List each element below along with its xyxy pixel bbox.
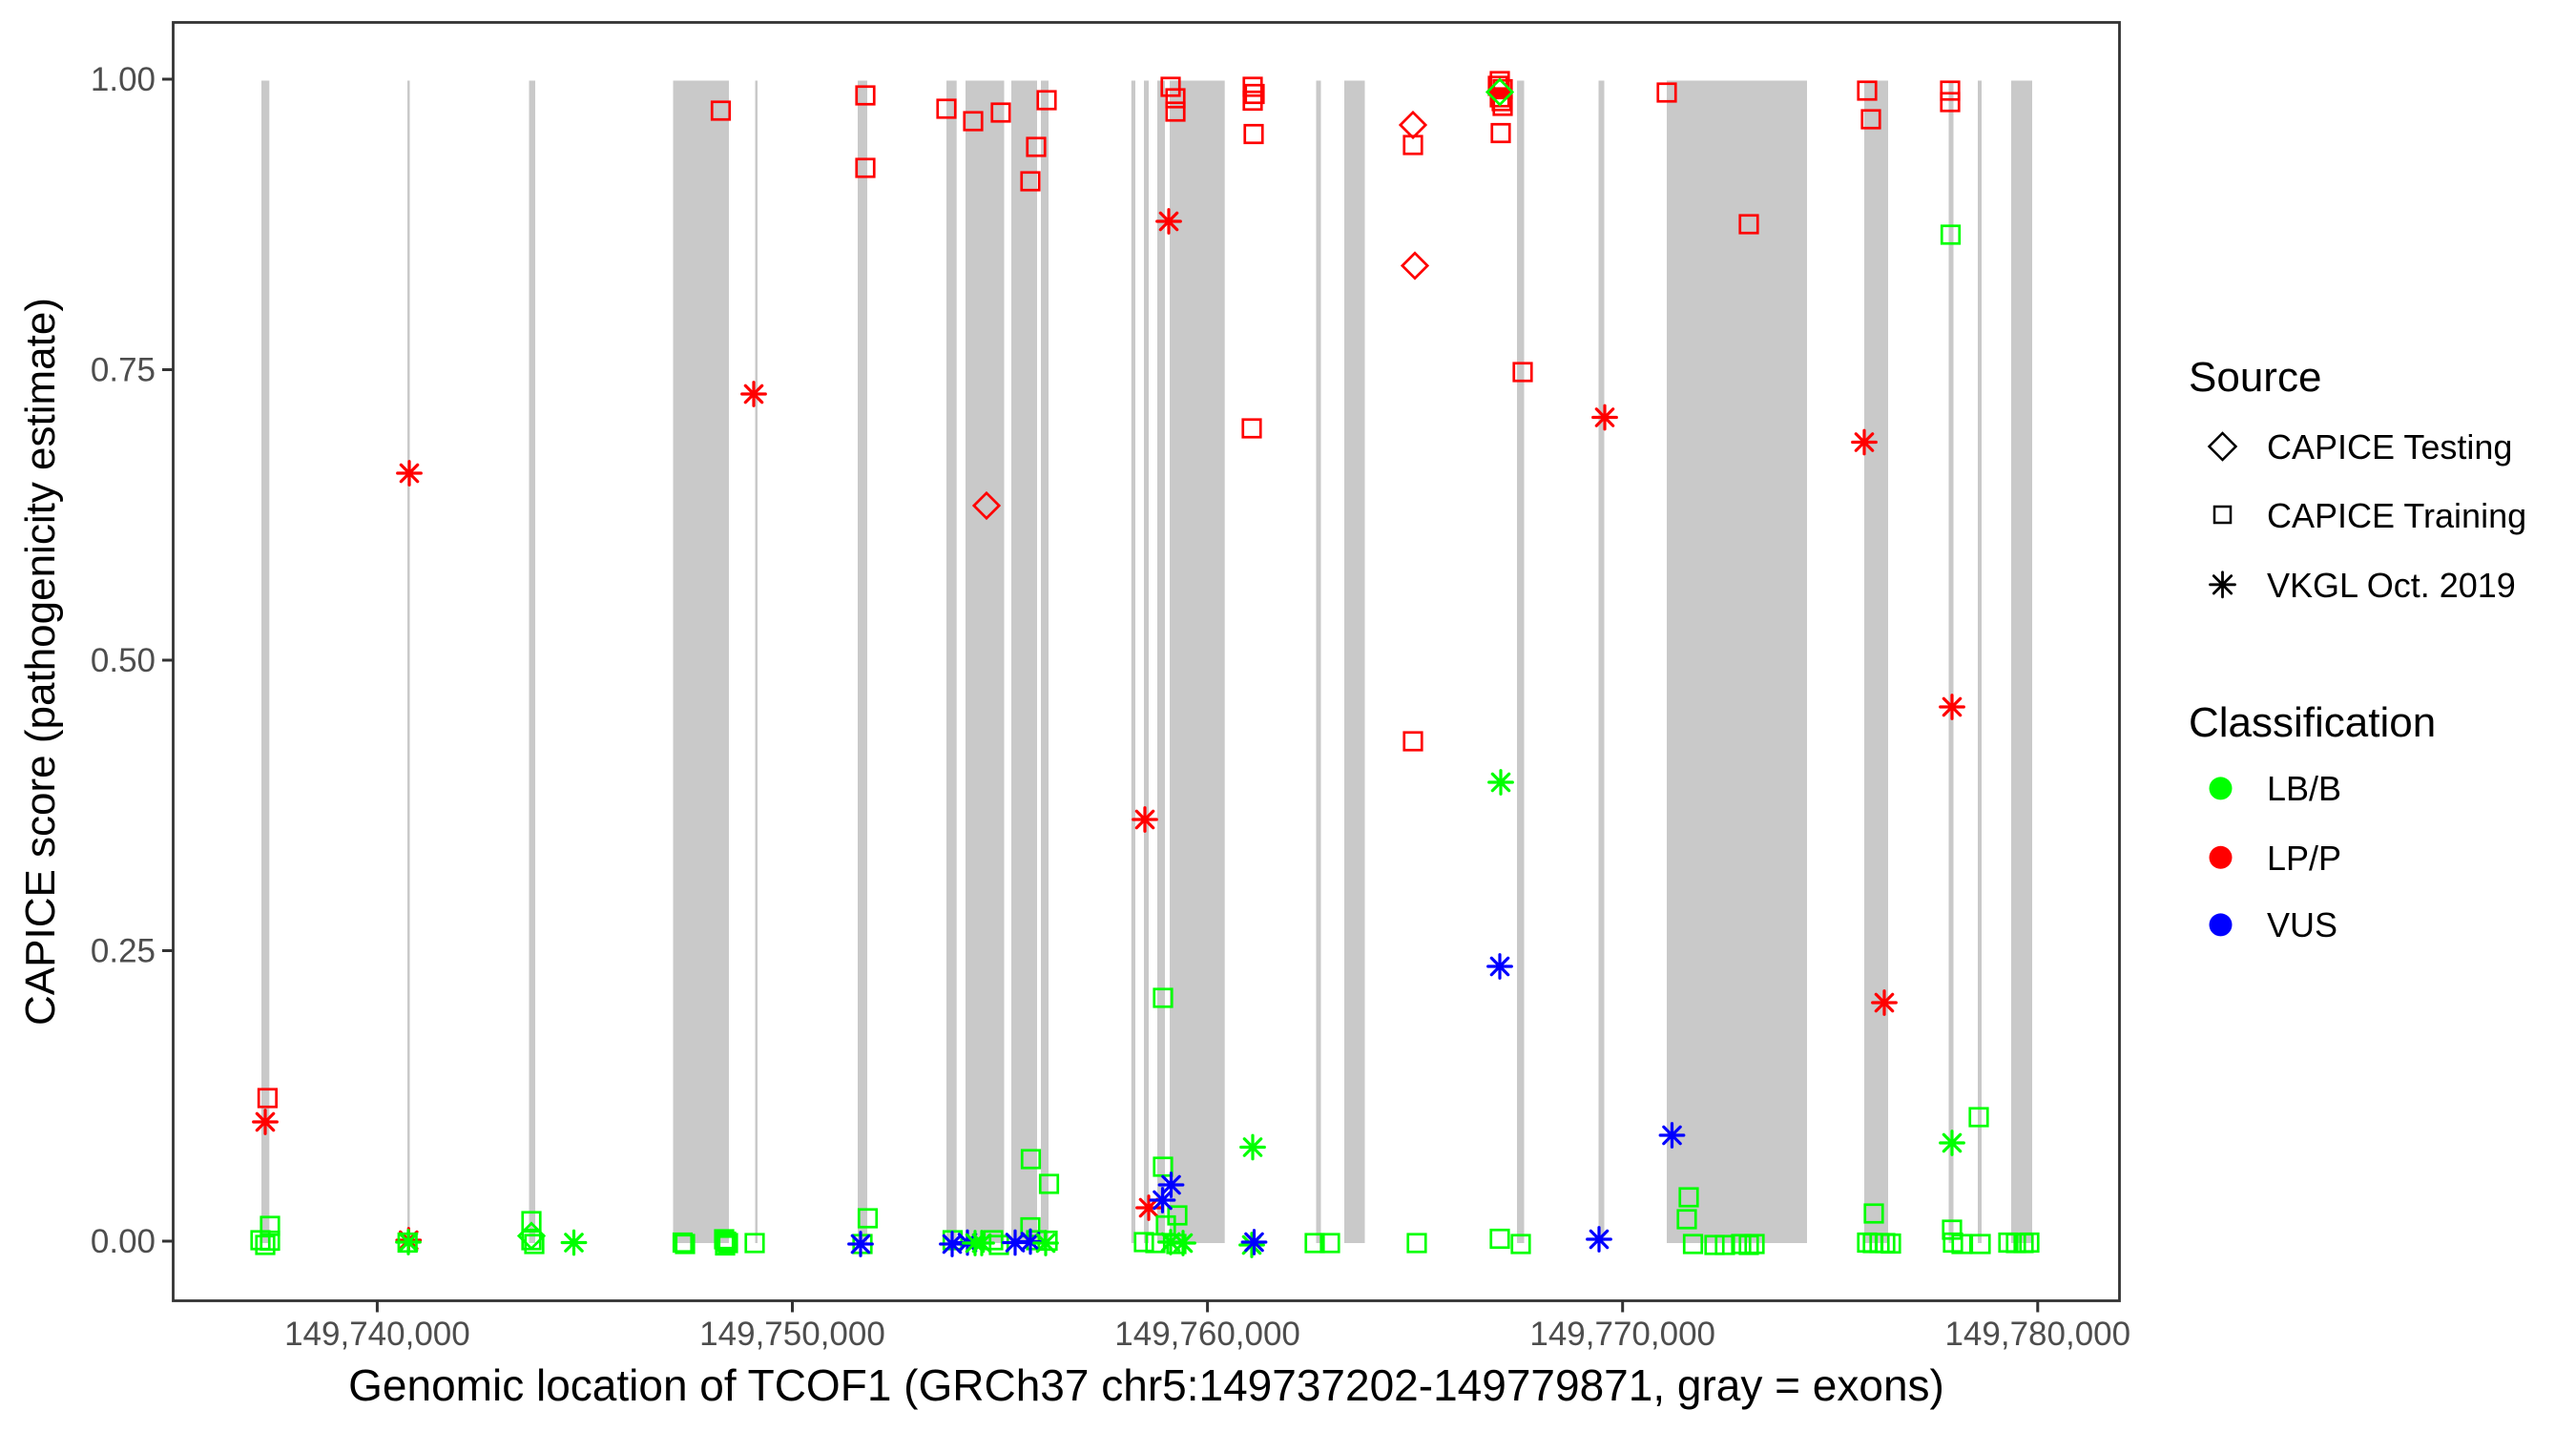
svg-text:149,750,000: 149,750,000 bbox=[699, 1316, 885, 1353]
svg-text:0.00: 0.00 bbox=[91, 1223, 156, 1260]
svg-text:CAPICE Testing: CAPICE Testing bbox=[2267, 427, 2512, 467]
svg-text:149,760,000: 149,760,000 bbox=[1114, 1316, 1300, 1353]
svg-text:149,780,000: 149,780,000 bbox=[1944, 1316, 2130, 1353]
svg-text:1.00: 1.00 bbox=[91, 61, 156, 98]
svg-text:0.25: 0.25 bbox=[91, 933, 156, 970]
svg-text:VKGL Oct. 2019: VKGL Oct. 2019 bbox=[2267, 566, 2516, 605]
svg-text:LB/B: LB/B bbox=[2267, 769, 2341, 808]
svg-text:VUS: VUS bbox=[2267, 905, 2337, 944]
svg-text:LP/P: LP/P bbox=[2267, 839, 2341, 878]
svg-text:0.50: 0.50 bbox=[91, 642, 156, 679]
svg-text:CAPICE Training: CAPICE Training bbox=[2267, 496, 2526, 535]
svg-text:Source: Source bbox=[2189, 354, 2321, 401]
svg-text:Classification: Classification bbox=[2189, 699, 2436, 746]
svg-text:Genomic location of TCOF1 (GRC: Genomic location of TCOF1 (GRCh37 chr5:1… bbox=[348, 1360, 1944, 1410]
svg-text:0.75: 0.75 bbox=[91, 352, 156, 389]
svg-text:149,740,000: 149,740,000 bbox=[284, 1316, 470, 1353]
svg-text:149,770,000: 149,770,000 bbox=[1529, 1316, 1715, 1353]
svg-text:CAPICE score (pathogenicity es: CAPICE score (pathogenicity estimate) bbox=[17, 298, 64, 1026]
